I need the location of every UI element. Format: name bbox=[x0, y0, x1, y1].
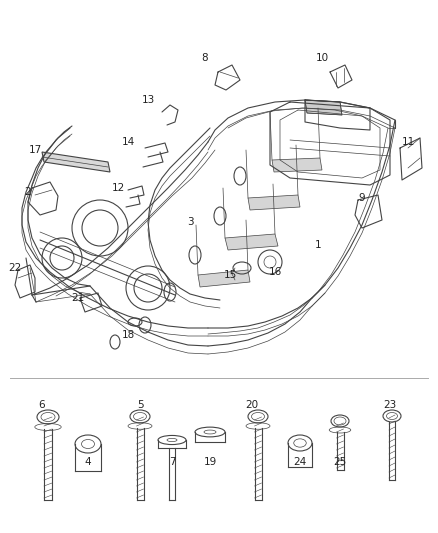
Text: 13: 13 bbox=[141, 95, 155, 105]
Polygon shape bbox=[42, 152, 110, 172]
Text: 2: 2 bbox=[25, 187, 31, 197]
Text: 18: 18 bbox=[121, 330, 134, 340]
Text: 20: 20 bbox=[245, 400, 258, 410]
Text: 25: 25 bbox=[333, 457, 346, 467]
Text: 12: 12 bbox=[111, 183, 125, 193]
Text: 15: 15 bbox=[223, 270, 237, 280]
Polygon shape bbox=[272, 158, 322, 172]
Text: 10: 10 bbox=[315, 53, 328, 63]
Text: 9: 9 bbox=[359, 193, 365, 203]
Polygon shape bbox=[198, 270, 250, 287]
Text: 3: 3 bbox=[187, 217, 193, 227]
Text: 24: 24 bbox=[293, 457, 307, 467]
Text: 7: 7 bbox=[169, 457, 175, 467]
Text: 1: 1 bbox=[314, 240, 321, 250]
Text: 11: 11 bbox=[401, 137, 415, 147]
Text: 17: 17 bbox=[28, 145, 42, 155]
Text: 5: 5 bbox=[137, 400, 143, 410]
Text: 22: 22 bbox=[8, 263, 21, 273]
Polygon shape bbox=[248, 195, 300, 210]
Text: 4: 4 bbox=[85, 457, 91, 467]
Text: 8: 8 bbox=[201, 53, 208, 63]
Text: 21: 21 bbox=[71, 293, 85, 303]
Polygon shape bbox=[305, 100, 342, 115]
Polygon shape bbox=[225, 234, 278, 250]
Text: 16: 16 bbox=[268, 267, 282, 277]
Text: 6: 6 bbox=[39, 400, 45, 410]
Text: 23: 23 bbox=[383, 400, 397, 410]
Text: 19: 19 bbox=[203, 457, 217, 467]
Text: 14: 14 bbox=[121, 137, 134, 147]
